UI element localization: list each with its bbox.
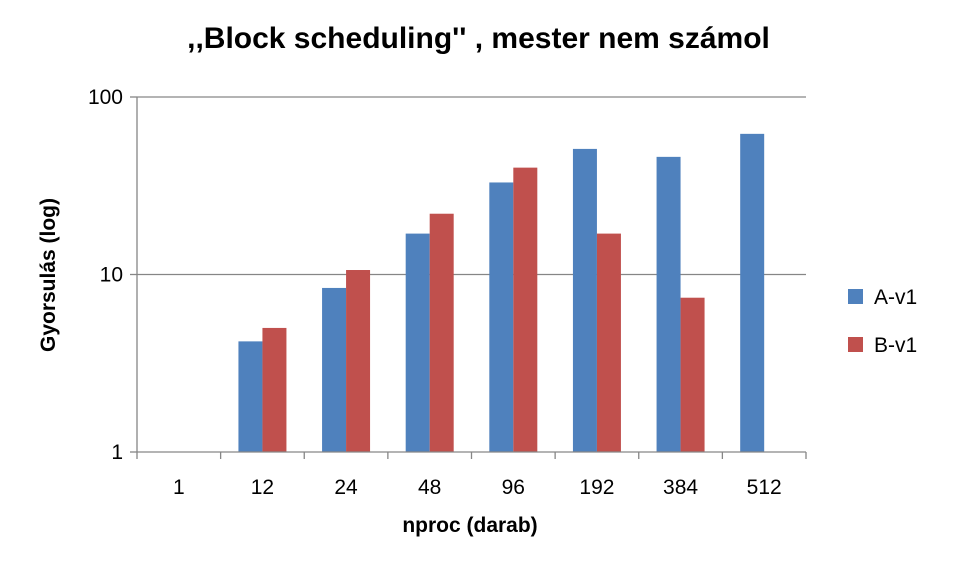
bar-A-v1-96 [489,182,514,452]
axes [130,96,807,459]
bar-B-v1-48 [429,213,454,452]
y-axis-title: Gyorsulás (log) [37,198,60,352]
y-tick-label: 10 [100,264,123,287]
x-tick-label: 12 [251,476,274,499]
legend: A-v1 B-v1 [848,286,917,357]
x-tick-label: 1 [173,476,185,499]
x-tick-label: 192 [579,476,614,499]
bar-A-v1-48 [405,233,430,452]
x-axis-title: nproc (darab) [402,514,537,537]
x-tick-label: 384 [663,476,698,499]
bar-B-v1-192 [596,233,621,452]
bar-A-v1-24 [322,287,347,452]
chart-title: ,,Block scheduling'' , mester nem számol [187,22,770,55]
bar-A-v1-384 [656,156,681,453]
legend-label-A-v1: A-v1 [874,286,917,309]
bar-B-v1-96 [513,167,538,453]
bar-A-v1-192 [572,148,597,452]
legend-swatch-B-v1 [848,337,863,352]
x-tick-label: 96 [502,476,525,499]
x-tick-label: 48 [418,476,441,499]
y-tick-label: 1 [111,441,123,464]
x-tick-label: 24 [334,476,358,499]
legend-label-B-v1: B-v1 [874,334,917,357]
tick-labels: 1 10 100 1 12 24 48 96 192 384 512 [88,86,782,499]
bars [238,133,765,453]
legend-swatch-A-v1 [848,289,863,304]
bar-A-v1-512 [740,133,765,453]
gridlines [137,96,806,276]
bar-A-v1-12 [238,341,263,452]
x-tick-label: 512 [747,476,782,499]
bar-B-v1-384 [680,297,705,452]
bar-B-v1-12 [262,327,287,452]
y-tick-label: 100 [88,86,123,109]
bar-B-v1-24 [346,270,371,452]
